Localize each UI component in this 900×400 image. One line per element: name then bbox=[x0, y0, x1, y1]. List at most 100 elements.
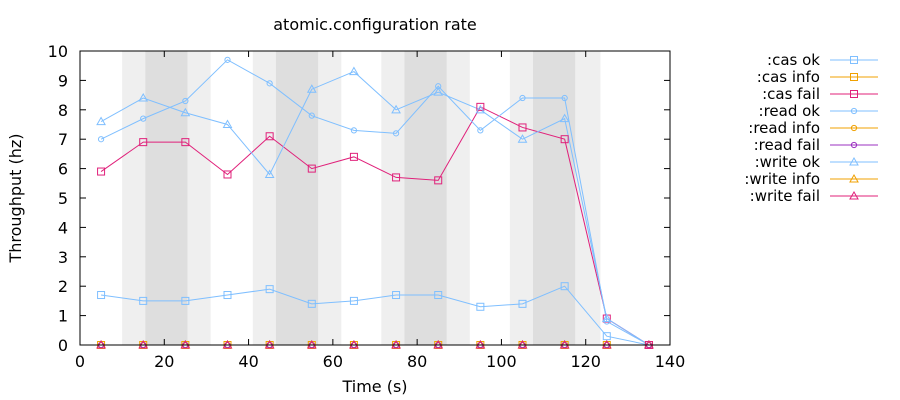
data-point-cas-ok bbox=[181, 296, 190, 305]
data-point-write-fail bbox=[180, 339, 191, 349]
data-point-write-ok bbox=[306, 84, 317, 93]
x-axis-ticks: 0 20 40 60 80 100 120 140 bbox=[75, 51, 685, 371]
data-point-read-ok bbox=[308, 112, 315, 119]
y-tick-label: 4 bbox=[58, 218, 68, 237]
y-tick-label: 7 bbox=[58, 130, 68, 149]
data-point-read-ok bbox=[477, 127, 484, 134]
legend-label-read-fail: :read fail bbox=[754, 136, 820, 154]
legend-marker-cas-ok bbox=[850, 56, 858, 64]
data-point-write-ok bbox=[433, 87, 444, 96]
data-point-write-fail bbox=[222, 339, 233, 349]
chart-title: atomic.configuration rate bbox=[273, 15, 477, 34]
data-point-write-ok bbox=[601, 313, 612, 323]
shaded-band-dark bbox=[533, 51, 576, 345]
data-point-cas-fail bbox=[434, 176, 443, 185]
data-point-write-fail bbox=[475, 339, 486, 349]
y-tick-label: 3 bbox=[58, 248, 68, 267]
data-point-write-fail bbox=[391, 339, 401, 349]
data-point-write-fail bbox=[601, 339, 612, 349]
x-axis-label: Time (s) bbox=[341, 377, 407, 396]
y-tick-label: 10 bbox=[48, 42, 68, 61]
legend-label-write-info: :write info bbox=[744, 170, 820, 188]
legend-marker-read-ok bbox=[850, 107, 858, 115]
data-point-cas-fail bbox=[307, 164, 316, 173]
data-point-write-ok bbox=[222, 119, 233, 129]
legend-marker-cas-fail bbox=[850, 90, 858, 98]
data-point-read-ok bbox=[392, 130, 400, 137]
y-axis-label: Throughput (hz) bbox=[6, 133, 25, 263]
series-markers bbox=[96, 56, 654, 349]
data-point-write-ok bbox=[138, 93, 149, 102]
data-point-cas-ok bbox=[265, 285, 274, 294]
data-point-write-ok bbox=[96, 116, 106, 126]
data-point-write-ok bbox=[391, 104, 401, 114]
data-point-read-ok bbox=[97, 136, 105, 143]
legend-label-cas-fail: :cas fail bbox=[762, 85, 820, 103]
x-tick-label: 100 bbox=[486, 352, 517, 371]
legend-label-read-ok: :read ok bbox=[759, 102, 821, 120]
data-point-write-ok bbox=[264, 169, 275, 178]
data-point-cas-fail bbox=[223, 170, 232, 179]
y-axis-ticks: 0 1 2 3 4 5 6 7 8 9 10 bbox=[48, 42, 670, 355]
data-point-cas-ok bbox=[139, 296, 148, 305]
x-tick-label: 0 bbox=[75, 352, 85, 371]
data-point-cas-fail bbox=[560, 135, 569, 144]
data-point-read-ok bbox=[140, 115, 147, 122]
data-point-cas-ok bbox=[560, 282, 569, 291]
series-line-read-ok bbox=[100, 59, 650, 346]
legend-marker-cas-info bbox=[850, 73, 858, 81]
x-tick-label: 80 bbox=[407, 352, 427, 371]
data-point-cas-ok bbox=[434, 291, 443, 300]
y-tick-label: 6 bbox=[58, 160, 68, 179]
shaded-band-dark bbox=[275, 51, 319, 345]
legend-label-cas-info: :cas info bbox=[757, 68, 820, 86]
legend-marker-write-ok bbox=[849, 156, 859, 166]
data-point-write-ok bbox=[349, 66, 359, 76]
data-point-write-fail bbox=[644, 339, 654, 349]
data-point-read-ok bbox=[266, 80, 273, 87]
data-point-read-ok bbox=[224, 56, 231, 63]
y-tick-label: 5 bbox=[58, 189, 68, 208]
data-point-write-fail bbox=[517, 339, 528, 349]
data-point-write-ok bbox=[475, 104, 486, 114]
x-tick-label: 140 bbox=[655, 352, 686, 371]
series-line-write-ok bbox=[100, 70, 650, 346]
data-point-read-ok bbox=[519, 94, 526, 102]
legend-label-write-ok: :write ok bbox=[755, 153, 821, 171]
data-point-write-ok bbox=[180, 107, 191, 117]
data-point-write-fail bbox=[96, 339, 106, 349]
legend-marker-write-info bbox=[849, 173, 859, 183]
data-point-cas-fail bbox=[349, 152, 358, 161]
data-point-cas-ok bbox=[476, 302, 485, 311]
legend-label-read-info: :read info bbox=[748, 119, 820, 137]
data-point-cas-ok bbox=[392, 291, 401, 300]
data-point-write-ok bbox=[517, 134, 528, 143]
data-point-write-fail bbox=[264, 339, 275, 349]
data-point-cas-fail bbox=[97, 167, 106, 176]
data-point-read-ok bbox=[561, 94, 568, 102]
data-point-cas-fail bbox=[518, 123, 527, 132]
data-point-cas-fail bbox=[181, 138, 190, 147]
data-point-cas-ok bbox=[97, 291, 106, 300]
data-point-cas-ok bbox=[223, 291, 232, 300]
legend-marker-read-info bbox=[850, 124, 858, 132]
legend-marker-write-fail bbox=[849, 190, 859, 200]
data-point-read-ok bbox=[182, 97, 189, 105]
y-tick-label: 9 bbox=[58, 71, 68, 90]
y-tick-label: 1 bbox=[58, 307, 68, 326]
data-point-write-fail bbox=[138, 339, 149, 349]
data-point-write-ok bbox=[559, 113, 570, 123]
x-tick-label: 60 bbox=[323, 352, 343, 371]
shaded-band-dark bbox=[145, 51, 188, 345]
data-point-cas-fail bbox=[139, 138, 148, 147]
legend-label-cas-ok: :cas ok bbox=[767, 51, 820, 69]
legend-marker-read-fail bbox=[850, 141, 858, 149]
series-line-cas-ok bbox=[101, 285, 650, 346]
legend-label-write-fail: :write fail bbox=[750, 187, 820, 205]
data-point-cas-fail bbox=[265, 132, 274, 141]
data-point-read-ok bbox=[350, 127, 358, 134]
data-point-write-fail bbox=[559, 339, 570, 349]
data-point-cas-ok bbox=[518, 299, 527, 308]
series-line-cas-fail bbox=[100, 106, 650, 346]
data-point-cas-ok bbox=[307, 299, 316, 308]
